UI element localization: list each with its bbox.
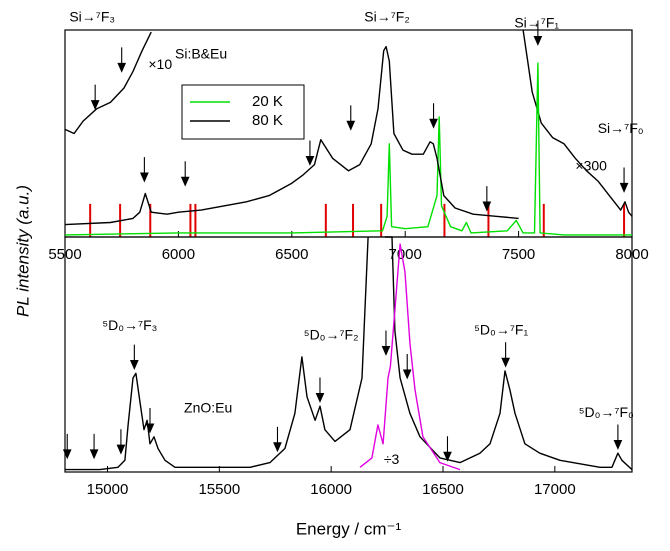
arrow: [180, 161, 190, 187]
arrow: [402, 354, 412, 380]
legend-box: [181, 84, 305, 140]
arrow: [482, 186, 492, 212]
annotation: ⁵D₀→⁷F₁: [474, 322, 528, 338]
x-tick-label: 16000: [310, 481, 352, 498]
legend-label: 80 K: [252, 112, 283, 129]
arrow: [381, 330, 391, 356]
arrow: [346, 105, 356, 131]
arrow: [89, 433, 99, 460]
x-tick-label: 6000: [162, 246, 195, 263]
annotation: ⁵D₀→⁷F₃: [102, 317, 157, 333]
arrow: [619, 167, 629, 193]
arrow: [145, 408, 155, 434]
annotation: ×300: [575, 157, 607, 173]
annotation: Si→⁷F₂: [364, 8, 410, 24]
x-tick-label: 17000: [534, 481, 576, 498]
arrow: [129, 344, 139, 370]
spectrum-line: [64, 45, 519, 226]
annotation: Si→⁷F₃: [69, 8, 115, 24]
spectrum-line: [65, 236, 633, 471]
annotation: ⁵D₀→⁷F₀: [579, 404, 634, 420]
scaled-segment: [522, 29, 633, 217]
annotation: ÷3: [384, 451, 400, 467]
x-tick-label: 6500: [275, 246, 308, 263]
arrow: [116, 429, 126, 455]
x-tick-label: 15500: [198, 481, 240, 498]
plot-frame: [64, 236, 633, 473]
x-tick-label: 7000: [389, 246, 422, 263]
annotation: ZnO:Eu: [184, 399, 232, 415]
arrow: [533, 20, 543, 46]
x-tick-label: 7500: [502, 246, 535, 263]
annotation: Si:B&Eu: [175, 46, 227, 62]
arrow: [90, 84, 100, 111]
x-tick-label: 15000: [87, 481, 129, 498]
spectrum-line: [64, 62, 632, 236]
arrow: [273, 426, 282, 453]
x-axis-label: Energy / cm⁻¹: [296, 519, 402, 538]
arrow: [140, 157, 149, 183]
annotation: Si→⁷F₀: [598, 120, 644, 136]
arrow: [429, 103, 438, 129]
annotation: ⁵D₀→⁷F₂: [304, 326, 359, 342]
arrow: [117, 47, 127, 73]
arrow: [62, 433, 72, 460]
y-axis-label: PL intensity (a.u.): [13, 185, 32, 317]
annotation: Si→⁷F₁: [514, 14, 559, 30]
spectrum-line: [359, 243, 461, 471]
legend-label: 20 K: [252, 93, 283, 110]
arrow: [501, 342, 510, 368]
arrow: [315, 377, 325, 403]
scaled-segment: [64, 31, 152, 135]
arrow: [613, 424, 623, 450]
annotation: ×10: [148, 56, 172, 72]
x-tick-label: 16500: [422, 481, 464, 498]
arrow: [443, 436, 452, 462]
arrow: [305, 140, 315, 166]
